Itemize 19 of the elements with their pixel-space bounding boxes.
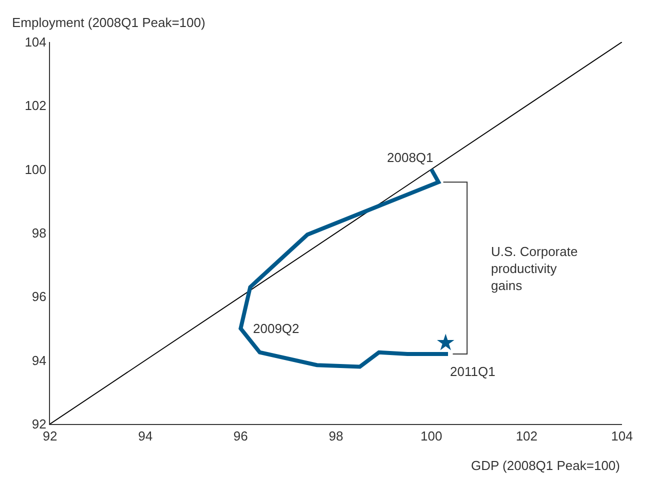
y-tick-label: 100: [24, 162, 46, 177]
y-tick-label: 102: [24, 98, 46, 114]
y-axis-title: Employment (2008Q1 Peak=100): [12, 15, 206, 30]
x-tick-label: 104: [611, 428, 633, 444]
x-axis-title: GDP (2008Q1 Peak=100): [471, 458, 620, 473]
x-tick-label: 94: [138, 428, 153, 444]
y-tick-label: 98: [32, 226, 46, 241]
annotation: 2008Q1: [387, 150, 434, 165]
annotation: 2011Q1: [450, 364, 496, 379]
y-tick-label: 104: [24, 34, 46, 50]
x-tick-label: 96: [233, 428, 248, 444]
annotation: 2009Q2: [253, 321, 300, 336]
x-tick-label: 102: [516, 428, 538, 444]
y-tick-label: 94: [32, 352, 46, 368]
annotation: U.S. Corporate productivity gains: [491, 244, 578, 293]
x-tick-label: 100: [420, 428, 442, 444]
line-series: [238, 167, 450, 369]
y-tick-label: 96: [32, 289, 46, 304]
x-tick-label: 98: [328, 428, 344, 444]
